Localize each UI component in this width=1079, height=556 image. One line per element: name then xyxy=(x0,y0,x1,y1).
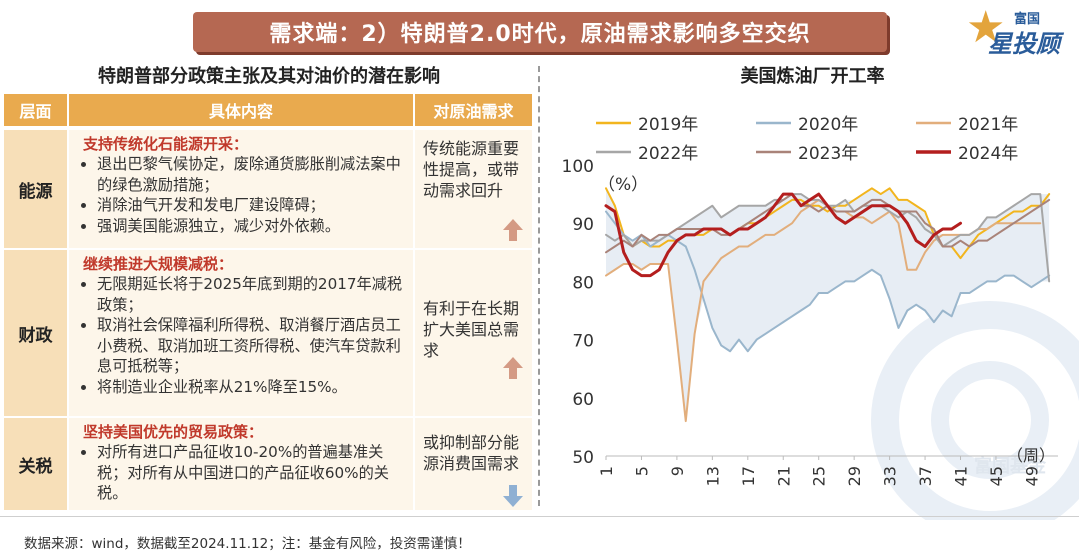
logo-big-text: 星投顾 xyxy=(988,30,1060,58)
legend-label: 2020年 xyxy=(798,115,858,135)
column-header-impact: 对原油需求 xyxy=(415,94,532,126)
series-line-2020年 xyxy=(605,210,1051,353)
y-tick-label: 100 xyxy=(562,157,594,177)
bullet-item: 消除油气开发和发电厂建设障碍； xyxy=(97,195,407,216)
row-impact: 传统能源重要性提高，或带动需求回升 xyxy=(415,130,532,248)
x-axis-unit: （周） xyxy=(1007,446,1055,465)
watermark-text: 富国基金 xyxy=(974,455,1047,477)
bullet-item: 强调美国能源独立，减少对外依赖。 xyxy=(97,216,407,237)
y-tick-label: 70 xyxy=(572,332,594,352)
x-tick-label: 5 xyxy=(632,466,651,476)
table-row-energy: 能源 支持传统化石能源开采： 退出巴黎气候协定，废除通货膨胀削减法案中的绿色激励… xyxy=(4,128,532,248)
bullet-item: 退出巴黎气候协定，废除通货膨胀削减法案中的绿色激励措施； xyxy=(97,154,407,195)
bullet-item: 取消社会保障福利所得税、取消餐厅酒店员工小费税、取消加班工资所得税、使汽车贷款利… xyxy=(97,315,407,377)
x-tick-label: 13 xyxy=(703,466,722,486)
impact-text: 或抑制部分能源消费国需求 xyxy=(423,433,520,473)
table-row-fiscal: 财政 继续推进大规模减税： 无限期延长将于2025年底到期的2017年减税政策；… xyxy=(4,248,532,416)
x-tick-label: 33 xyxy=(881,466,900,486)
x-tick-label: 21 xyxy=(774,466,793,486)
refinery-utilization-chart: 富国基金 50 60 70 80 90 100（%） 1 5 9 13 17 21 25 29 33 37 41 4… xyxy=(562,115,1079,520)
legend-label: 2019年 xyxy=(638,115,698,135)
row-impact: 或抑制部分能源消费国需求 xyxy=(415,418,532,510)
watermark-ring xyxy=(871,301,1079,520)
arrow-down-icon xyxy=(503,485,523,507)
y-tick-label: 50 xyxy=(572,448,594,468)
row-heading: 坚持美国优先的贸易政策： xyxy=(83,423,264,441)
series-line-2024年 xyxy=(604,192,963,278)
y-tick-label: 60 xyxy=(572,390,594,410)
range-band xyxy=(606,188,1050,422)
row-category: 能源 xyxy=(4,130,67,248)
x-tick-label: 41 xyxy=(952,466,971,486)
watermark-ring xyxy=(931,361,1049,479)
row-heading: 支持传统化石能源开采： xyxy=(83,135,249,153)
legend-label: 2022年 xyxy=(638,144,698,164)
row-category: 关税 xyxy=(4,418,67,510)
legend-label: 2024年 xyxy=(958,144,1018,164)
x-tick-label: 45 xyxy=(987,466,1006,486)
section-divider xyxy=(538,66,540,506)
x-tick-label: 1 xyxy=(597,466,616,476)
y-axis-unit: （%） xyxy=(598,175,648,195)
table-row-tariff: 关税 坚持美国优先的贸易政策： 对所有进口产品征收10-20%的普遍基准关税；对… xyxy=(4,416,532,510)
arrow-up-icon xyxy=(503,357,523,379)
x-tick-label: 17 xyxy=(739,466,758,486)
impact-text: 有利于在长期扩大美国总需求 xyxy=(423,299,520,360)
y-tick-label: 80 xyxy=(572,273,594,293)
x-tick-label: 25 xyxy=(810,466,829,486)
legend-label: 2023年 xyxy=(798,144,858,164)
bullet-item: 对所有进口产品征收10-20%的普遍基准关税；对所有从中国进口的产品征收60%的… xyxy=(97,442,407,504)
footer-divider xyxy=(0,516,1079,517)
bullet-item: 无限期延长将于2025年底到期的2017年减税政策； xyxy=(97,274,407,315)
row-heading: 继续推进大规模减税： xyxy=(83,255,234,273)
bullet-item: 将制造业企业税率从21%降至15%。 xyxy=(97,377,407,398)
page-title: 需求端：2）特朗普2.0时代，原油需求影响多空交织 xyxy=(193,12,887,52)
arrow-up-icon xyxy=(503,219,523,241)
column-header-level: 层面 xyxy=(4,94,67,126)
chart-title: 美国炼油厂开工率 xyxy=(740,66,885,87)
impact-text: 传统能源重要性提高，或带动需求回升 xyxy=(423,139,520,200)
x-tick-label: 37 xyxy=(916,466,935,486)
column-header-content: 具体内容 xyxy=(69,94,413,126)
x-tick-label: 29 xyxy=(845,466,864,486)
row-content: 坚持美国优先的贸易政策： 对所有进口产品征收10-20%的普遍基准关税；对所有从… xyxy=(69,418,413,510)
table-title: 特朗普部分政策主张及其对油价的潜在影响 xyxy=(98,66,440,87)
star-icon: ★ xyxy=(966,2,1006,53)
footer-source: 数据来源：wind，数据截至2024.11.12；注：基金有风险，投资需谨慎！ xyxy=(24,536,471,552)
brand-logo: ★ 富国 星投顾 xyxy=(966,4,1076,60)
row-content: 继续推进大规模减税： 无限期延长将于2025年底到期的2017年减税政策； 取消… xyxy=(69,250,413,416)
row-category: 财政 xyxy=(4,250,67,416)
row-content: 支持传统化石能源开采： 退出巴黎气候协定，废除通货膨胀削减法案中的绿色激励措施；… xyxy=(69,130,413,248)
row-impact: 有利于在长期扩大美国总需求 xyxy=(415,250,532,416)
x-tick-label: 49 xyxy=(1022,466,1041,486)
logo-small-text: 富国 xyxy=(1014,12,1041,27)
x-tick-label: 9 xyxy=(668,466,687,476)
legend-label: 2021年 xyxy=(958,115,1018,135)
y-tick-label: 90 xyxy=(572,215,594,235)
